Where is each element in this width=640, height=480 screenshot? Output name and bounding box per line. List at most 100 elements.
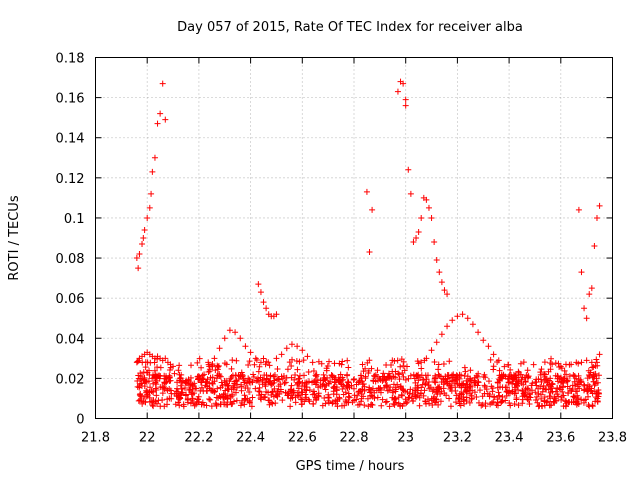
data-point-background [534,399,541,406]
data-point-background [214,372,221,379]
data-point-spike-22.0 [140,235,147,241]
data-point-background [563,371,570,378]
data-point-background [463,398,470,405]
data-point-background [288,362,295,369]
data-point-background [249,394,256,401]
data-point-background [558,396,565,403]
data-point-arc-23.2 [454,313,461,320]
data-point-background [549,361,556,368]
data-point-background [213,394,220,401]
data-point-background [141,383,148,390]
data-point-background [537,369,544,376]
data-point-background [490,398,497,405]
data-point-background [541,371,548,378]
data-point-background [421,387,428,394]
data-point-background [319,382,326,389]
data-point-background [520,359,527,366]
data-point-background [584,375,591,382]
y-tick-label: 0.14 [56,132,85,147]
data-point-background [586,403,593,410]
data-point-background [385,370,392,377]
data-point-background [590,372,597,379]
data-point-background [386,403,393,410]
data-point-background [233,357,240,364]
data-point-background [481,371,488,378]
data-point-background [396,376,403,383]
data-point-background [189,384,196,391]
data-point-background [466,382,473,389]
data-point-background [329,400,336,407]
data-point-spike-23.0 [428,214,435,221]
data-point-spike-23.0 [444,291,451,298]
data-point-background [191,390,198,397]
data-point-background [300,357,307,364]
data-point-arc-23.2 [490,351,497,358]
data-point-background [325,380,332,387]
data-point-background [434,384,441,391]
data-point-arc-22.55 [283,345,290,352]
y-tick-label: 0.18 [56,52,85,67]
data-point-background [556,384,563,391]
data-point-background [580,381,587,388]
data-point-background [214,364,221,371]
data-point-arc-23.2 [480,337,487,344]
data-point-background [415,377,422,384]
data-point-background [265,397,272,404]
data-point-background [299,396,306,403]
data-point-spike-23.7 [591,243,598,250]
data-point-background [177,382,184,389]
data-point-background [257,374,264,381]
data-point-arc-23.2 [485,343,492,350]
data-point-background [216,393,223,400]
data-point-band-22.0 [133,359,140,366]
axis-ticks: 21.8 22 22.2 22.4 22.6 22.8 23 23.2 23.4 23.6 23.8… [56,52,627,446]
data-point-background [424,396,431,403]
data-point-background [284,366,291,373]
data-point-background [432,379,439,386]
data-point-background [281,380,288,387]
data-point-background [594,389,601,396]
data-point-background [241,396,248,403]
data-point-background [566,385,573,392]
data-point-background [571,378,578,385]
data-point-background [174,385,181,392]
data-point-spike-23.0 [438,279,445,286]
y-tick-label: 0.1 [64,212,85,227]
data-point-background [515,371,522,378]
x-tick-label: 22.4 [236,431,265,446]
data-point-background [524,374,531,381]
data-point-spike-22.0 [148,190,155,197]
data-point-arc-22.35 [226,327,233,334]
data-point-background [171,370,178,377]
data-point-background [535,403,542,410]
data-point-background [546,402,553,409]
data-point-background [255,368,262,375]
data-point-background [212,400,219,407]
y-tick-label: 0.04 [56,332,85,347]
data-point-background [413,384,420,391]
data-point-background [513,394,520,401]
data-point-background [384,382,391,389]
data-point-spike-22.0 [146,204,153,211]
data-point-background [341,402,348,409]
data-point-background [223,361,230,368]
data-point-background [314,376,321,383]
data-point-background [533,382,540,389]
data-point-spike-22.0 [136,251,143,258]
data-point-background [289,356,296,363]
data-point-background [263,375,270,382]
data-point-background [138,397,145,404]
data-point-background [330,391,337,398]
data-point-background [360,380,367,387]
data-point-background [319,402,326,409]
data-point-background [473,372,480,379]
data-point-background [460,397,467,404]
data-point-background [570,393,577,400]
data-point-background [194,359,201,366]
data-point-background [435,371,442,378]
data-point-background [592,398,599,405]
data-point-background [203,379,210,386]
y-tick-label: 0.06 [56,292,85,307]
data-point-background [248,403,255,410]
data-point-background [562,397,569,404]
